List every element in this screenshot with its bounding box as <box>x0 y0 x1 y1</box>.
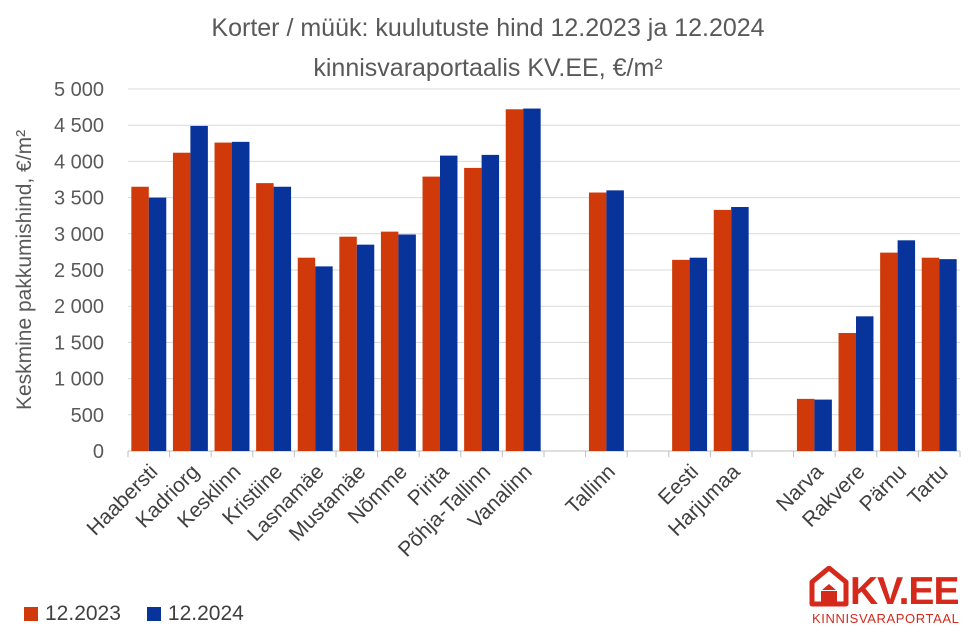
bar-12.2024-Tartu <box>939 259 957 451</box>
legend-label-2023: 12.2023 <box>45 602 121 625</box>
legend-swatch-2024 <box>146 607 161 621</box>
legend-label-2024: 12.2024 <box>167 602 244 625</box>
bar-chart: 0 500 1 000 1 500 2 000 2 500 3 000 3 500 4 000 4… <box>13 79 961 562</box>
bar-12.2024-Haabersti <box>148 197 167 451</box>
bar-12.2023-Pirita <box>422 176 440 451</box>
bar-12.2024-Rakvere <box>856 316 874 451</box>
bar-12.2023-Narva <box>796 398 815 451</box>
y-tick-label: 3 500 <box>54 188 104 210</box>
legend: 12.2023 12.2024 <box>24 602 270 626</box>
y-tick-label: 3 000 <box>54 224 104 246</box>
bar-12.2023-Tallinn <box>588 192 607 452</box>
bar-12.2023-Harjumaa <box>713 209 732 451</box>
house-logo-icon: KV.EE KINNISVARAPORTAAL <box>809 565 959 626</box>
bar-12.2024-Põhja-Tallinn <box>481 154 500 451</box>
x-tick-label: Pärnu <box>855 460 911 516</box>
bar-12.2023-Vanalinn <box>505 109 524 451</box>
y-tick-label: 500 <box>71 405 104 427</box>
bar-12.2024-Lasnamäe <box>315 266 333 451</box>
bar-12.2023-Rakvere <box>838 332 856 451</box>
y-tick-label: 0 <box>93 441 104 463</box>
bar-12.2024-Kesklinn <box>232 141 250 452</box>
y-axis-title: Keskmine pakkumishind, €/m² <box>13 130 36 410</box>
y-tick-label: 2 500 <box>54 260 104 282</box>
bar-12.2024-Kristiine <box>273 186 292 452</box>
bar-12.2024-Kadriorg <box>190 125 208 451</box>
kvee-logo: KV.EE KINNISVARAPORTAAL <box>808 565 970 628</box>
bar-12.2023-Kadriorg <box>172 152 191 451</box>
bar-12.2024-Pärnu <box>897 240 916 451</box>
legend-swatch-2023 <box>24 607 38 621</box>
chart-title: Korter / müük: kuulutuste hind 12.2023 j… <box>211 14 765 42</box>
bar-12.2024-Mustamäe <box>356 244 375 451</box>
y-tick-label: 1 000 <box>54 369 104 391</box>
bar-12.2024-Harjumaa <box>731 207 749 451</box>
chart-subtitle: kinnisvaraportaalis KV.EE, €/m² <box>313 54 663 82</box>
bar-12.2023-Pärnu <box>880 252 898 451</box>
legend-item-2023: 12.2023 <box>24 602 121 626</box>
bar-12.2023-Eesti <box>672 259 690 451</box>
bar-12.2024-Eesti <box>689 257 708 451</box>
bar-12.2024-Pirita <box>440 155 458 451</box>
bar-12.2023-Kristiine <box>256 183 274 451</box>
legend-item-2024: 12.2024 <box>146 602 244 626</box>
x-tick-label: Tallinn <box>562 460 620 518</box>
bar-12.2024-Narva <box>814 399 832 451</box>
bar-12.2023-Nõmme <box>380 231 399 451</box>
bar-12.2024-Tallinn <box>606 190 624 452</box>
y-tick-label: 4 000 <box>54 151 104 173</box>
bar-12.2023-Kesklinn <box>214 142 232 452</box>
x-tick-label: Tartu <box>903 460 952 509</box>
bar-12.2023-Põhja-Tallinn <box>464 167 482 451</box>
bar-12.2023-Haabersti <box>131 186 149 452</box>
bar-12.2024-Vanalinn <box>523 108 541 451</box>
bar-12.2023-Mustamäe <box>339 236 357 451</box>
y-tick-label: 5 000 <box>54 79 104 101</box>
bar-12.2024-Nõmme <box>398 234 416 451</box>
y-tick-label: 1 500 <box>54 332 104 354</box>
y-tick-label: 4 500 <box>54 115 104 137</box>
svg-text:KV.EE: KV.EE <box>850 570 958 613</box>
bar-12.2023-Lasnamäe <box>297 257 316 451</box>
bar-12.2023-Tartu <box>921 257 940 451</box>
svg-text:KINNISVARAPORTAAL: KINNISVARAPORTAAL <box>812 611 959 626</box>
y-tick-label: 2 000 <box>54 296 104 318</box>
